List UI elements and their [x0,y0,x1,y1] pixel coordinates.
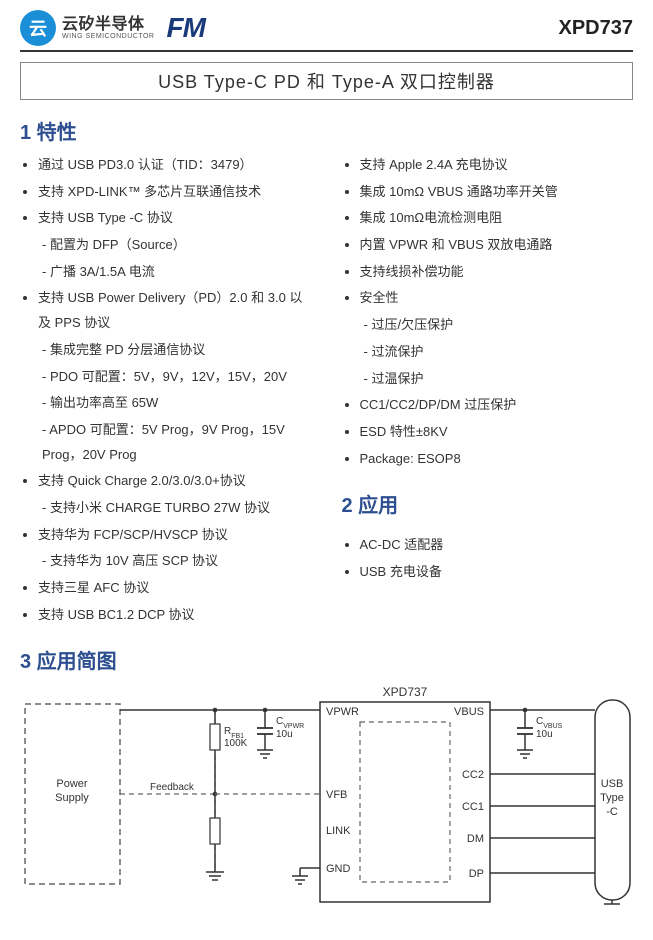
feature-subitem: 输出功率高至 65W [38,391,312,416]
wing-logo-cn: 云矽半导体 [62,17,154,33]
features-columns: 通过 USB PD3.0 认证（TID：3479）支持 XPD-LINK™ 多芯… [20,153,633,629]
feature-item: CC1/CC2/DP/DM 过压保护 [360,393,634,418]
diagram-pin-vfb: VFB [326,789,347,801]
diagram-cvpwr-value: 10u [276,729,293,740]
diagram-pin-vpwr: VPWR [326,706,359,718]
doc-title: USB Type-C PD 和 Type-A 双口控制器 [20,62,633,100]
section-app-diagram: 3 应用简图 [20,645,633,674]
feature-item: 内置 VPWR 和 VBUS 双放电通路 [360,233,634,258]
feature-item: 集成 10mΩ电流检测电阻 [360,206,634,231]
wing-logo-en: WING SEMICONDUCTOR [62,33,154,40]
feature-subitem: 过压/欠压保护 [360,313,634,338]
features-right: 支持 Apple 2.4A 充电协议集成 10mΩ VBUS 通路功率开关管集成… [342,153,634,629]
diagram-cvbus-label: CVBUS [536,716,563,730]
diagram-pin-dm: DM [467,833,484,845]
feature-item: 支持 Quick Charge 2.0/3.0/3.0+协议 [38,469,312,494]
feature-item: 支持 USB Power Delivery（PD）2.0 和 3.0 以及 PP… [38,286,312,335]
feature-subitem: 配置为 DFP（Source） [38,233,312,258]
feature-subitem: 广播 3A/1.5A 电流 [38,260,312,285]
diagram-pin-link: LINK [326,825,351,837]
feature-item: 支持华为 FCP/SCP/HVSCP 协议 [38,523,312,548]
section-applications: 2 应用 [342,487,634,525]
feature-item: 支持 Apple 2.4A 充电协议 [360,153,634,178]
feature-item: 安全性 [360,286,634,311]
wing-logo-icon: 云 [20,10,56,46]
wing-logo-text: 云矽半导体 WING SEMICONDUCTOR [62,17,154,40]
diagram-rfb1-value: 100K [224,738,248,749]
feature-subitem: 支持华为 10V 高压 SCP 协议 [38,549,312,574]
features-left: 通过 USB PD3.0 认证（TID：3479）支持 XPD-LINK™ 多芯… [20,153,312,629]
wing-logo: 云 云矽半导体 WING SEMICONDUCTOR [20,10,154,46]
section-features: 1 特性 [20,116,633,145]
diagram-feedback-label: Feedback [150,782,195,793]
fm-logo: FM [166,12,204,44]
application-item: USB 充电设备 [360,560,634,585]
feature-item: 支持 USB BC1.2 DCP 协议 [38,603,312,628]
page-header: 云 云矽半导体 WING SEMICONDUCTOR FM XPD737 [20,10,633,52]
diagram-chip-name: XPD737 [383,685,428,699]
feature-subitem: 过流保护 [360,340,634,365]
feature-subitem: APDO 可配置：5V Prog，9V Prog，15V Prog，20V Pr… [38,418,312,467]
feature-item: 支持线损补偿功能 [360,260,634,285]
feature-subitem: PDO 可配置：5V，9V，12V，15V，20V [38,365,312,390]
feature-subitem: 集成完整 PD 分层通信协议 [38,338,312,363]
feature-item: 支持 XPD-LINK™ 多芯片互联通信技术 [38,180,312,205]
diagram-power-supply-label: PowerSupply [55,778,89,804]
feature-item: 通过 USB PD3.0 认证（TID：3479） [38,153,312,178]
feature-subitem: 支持小米 CHARGE TURBO 27W 协议 [38,496,312,521]
logos-block: 云 云矽半导体 WING SEMICONDUCTOR FM [20,10,205,46]
application-item: AC-DC 适配器 [360,533,634,558]
part-number: XPD737 [559,17,634,40]
feature-item: Package: ESOP8 [360,447,634,472]
diagram-pin-cc1: CC1 [462,801,484,813]
feature-item: ESD 特性±8KV [360,420,634,445]
feature-subitem: 过温保护 [360,367,634,392]
diagram-pin-gnd: GND [326,863,351,875]
diagram-pin-vbus: VBUS [454,706,484,718]
diagram-pin-dp: DP [469,868,484,880]
feature-item: 支持 USB Type -C 协议 [38,206,312,231]
application-diagram: PowerSupply Feedback RFB1 100K CVPWR 10u… [20,682,633,910]
diagram-cvpwr-label: CVPWR [276,716,304,730]
diagram-pin-cc2: CC2 [462,769,484,781]
diagram-cvbus-value: 10u [536,729,553,740]
feature-item: 集成 10mΩ VBUS 通路功率开关管 [360,180,634,205]
feature-item: 支持三星 AFC 协议 [38,576,312,601]
